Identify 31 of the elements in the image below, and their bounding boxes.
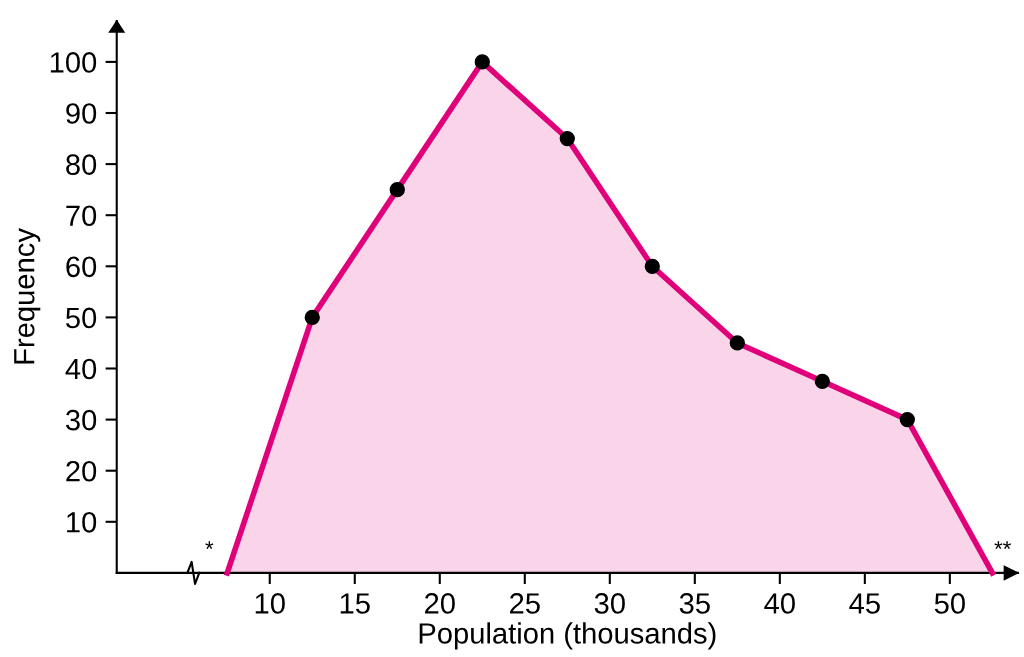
y-tick-label: 100 [50, 52, 97, 73]
x-tick-label: 45 [849, 593, 880, 614]
y-tick-label: 70 [66, 205, 97, 227]
x-tick-label: 50 [934, 593, 965, 614]
y-tick-label: 60 [66, 256, 97, 278]
x-axis-title: Population (thousands) [419, 622, 716, 650]
y-tick-label: 80 [66, 154, 97, 175]
y-tick-label: 20 [66, 460, 97, 482]
point [644, 258, 660, 274]
point [814, 373, 830, 389]
x-tick-label: 10 [255, 593, 285, 614]
x-tick-label: 25 [510, 593, 540, 614]
x-tick-label: 15 [340, 593, 370, 614]
point [899, 411, 915, 428]
annotation: * [205, 541, 214, 550]
y-tick-label: 30 [65, 409, 97, 431]
y-tick-label: 40 [65, 358, 97, 380]
x-tick-label: 35 [679, 593, 710, 614]
annotation: ** [994, 541, 1011, 550]
point [729, 335, 745, 351]
y-tick-label: 10 [67, 512, 97, 533]
point [389, 182, 405, 198]
point [559, 130, 575, 147]
y-tick-label: 90 [66, 103, 97, 124]
x-tick-label: 20 [425, 593, 455, 614]
y-tick-label: 50 [66, 307, 97, 329]
x-tick-label: 30 [594, 593, 625, 614]
point [304, 309, 320, 326]
point [474, 54, 490, 70]
x-tick-label: 40 [764, 593, 795, 614]
y-axis-title: Frequency [14, 228, 41, 364]
